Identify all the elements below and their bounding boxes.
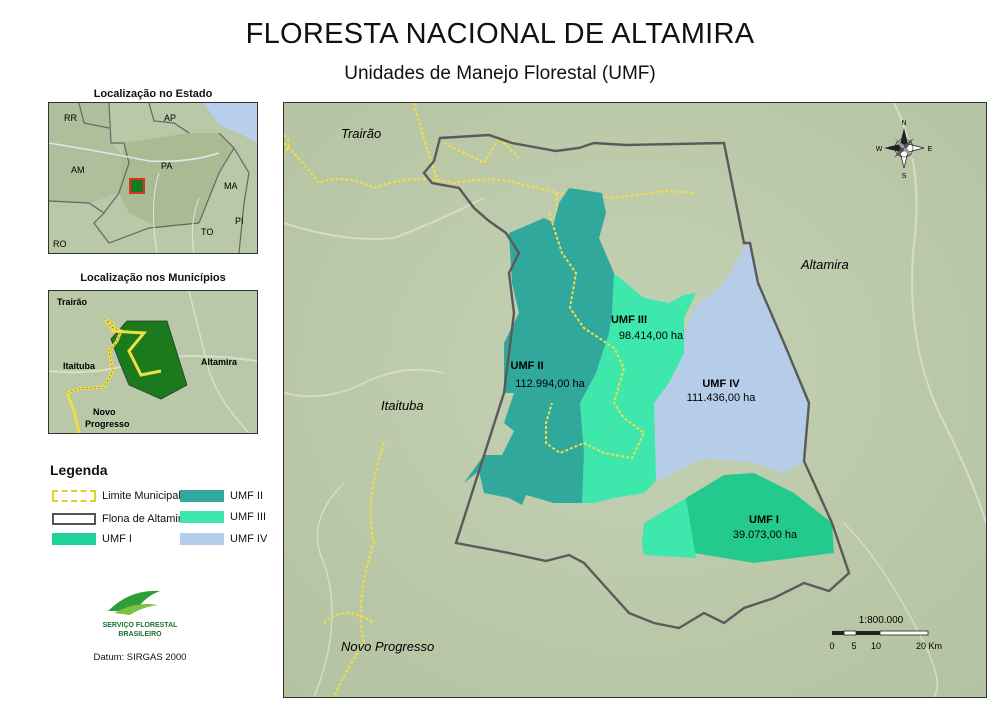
scale-tick: 20 Km <box>916 641 942 651</box>
umf1-light-area <box>642 498 696 558</box>
inset-mun-label: Progresso <box>85 419 130 429</box>
river <box>284 197 485 240</box>
scale-bar: 1:800.000 0 5 10 20 Km <box>829 615 942 651</box>
map-subtitle: Unidades de Manejo Florestal (UMF) <box>344 63 656 84</box>
legend-label: UMF I <box>102 533 132 545</box>
flona-boundary <box>422 133 851 630</box>
umf3-swatch <box>180 511 224 523</box>
umf1-name: UMF I <box>749 514 779 526</box>
umf3-area[interactable] <box>580 273 696 503</box>
compass-n: N <box>901 120 906 127</box>
datum-text: Datum: SIRGAS 2000 <box>93 652 187 663</box>
inset-mun-label: Altamira <box>201 357 238 367</box>
river <box>843 522 939 697</box>
umf2-name: UMF II <box>511 360 544 372</box>
umf2-area-label: 112.994,00 ha <box>515 378 585 390</box>
legend-item-flona: Flona de Altamira <box>52 513 188 525</box>
scale-ratio: 1:800.000 <box>859 615 904 626</box>
legend-label: UMF III <box>230 511 267 523</box>
legend-label: UMF IV <box>230 533 268 545</box>
umf4-swatch <box>180 533 224 545</box>
inset-state-label: RR <box>64 113 77 123</box>
limite-swatch <box>52 490 96 502</box>
umf3-name: UMF III <box>611 314 647 326</box>
logo-line2: BRASILEIRO <box>118 631 162 638</box>
umf3-area-label: 98.414,00 ha <box>619 330 684 342</box>
compass-w: W <box>876 146 883 153</box>
umf1-swatch <box>52 533 96 545</box>
sfb-logo: SERVIÇO FLORESTAL BRASILEIRO <box>100 585 180 641</box>
inset-state-label: PI <box>235 216 244 226</box>
river <box>313 482 345 697</box>
inset-mun-label: Itaituba <box>63 361 96 371</box>
inset-municipios-title: Localização nos Municípios <box>80 272 226 284</box>
inset-state-title: Localização no Estado <box>93 88 213 100</box>
inset-state-label: AM <box>71 165 85 175</box>
umf1-area-label: 39.073,00 ha <box>733 529 798 541</box>
inset-mun-label: Novo <box>93 407 116 417</box>
municipality-label: Trairão <box>341 126 381 141</box>
river <box>893 103 986 524</box>
umf-polygons <box>464 188 834 563</box>
umf4-area[interactable] <box>654 243 809 481</box>
legend-item-limite: Limite Municipal <box>52 490 181 502</box>
municipality-label: Altamira <box>800 257 849 272</box>
flona-swatch <box>52 513 96 525</box>
scale-tick: 10 <box>871 641 881 651</box>
legend-label: Flona de Altamira <box>102 513 188 525</box>
legend-title: Legenda <box>50 462 108 478</box>
inset-mun-label: Trairão <box>57 297 88 307</box>
legend-label: Limite Municipal <box>102 490 181 502</box>
inset-state-label: TO <box>201 227 213 237</box>
umf4-name: UMF IV <box>702 378 740 390</box>
inset-state-label: MA <box>224 181 238 191</box>
inset-state-label: PA <box>161 161 172 171</box>
legend-label: UMF II <box>230 490 263 502</box>
umf4-area-label: 111.436,00 ha <box>687 392 757 404</box>
inset-state-map: RR AP AM PA MA TO PI RO <box>48 102 258 254</box>
legend-item-umf1: UMF I <box>52 533 132 545</box>
legend-item-umf3: UMF III <box>180 511 266 523</box>
river <box>284 368 445 398</box>
municipal-limit-inner <box>545 212 646 460</box>
scale-tick: 5 <box>851 641 856 651</box>
logo-line1: SERVIÇO FLORESTAL <box>103 622 179 629</box>
scale-tick: 0 <box>829 641 834 651</box>
compass-s: S <box>902 173 907 180</box>
municipality-label: Itaituba <box>381 398 424 413</box>
municipality-label: Novo Progresso <box>341 639 434 654</box>
inset-municipios-map: Trairão Itaituba Altamira Novo Progresso <box>48 290 258 434</box>
inset-state-label: AP <box>164 113 176 123</box>
compass-e: E <box>928 146 933 153</box>
main-map: UMF II 112.994,00 ha UMF III 98.414,00 h… <box>283 102 987 698</box>
umf2-area[interactable] <box>464 188 614 505</box>
umf2-swatch <box>180 490 224 502</box>
legend-item-umf2: UMF II <box>180 490 263 502</box>
inset-state-label: RO <box>53 239 67 249</box>
compass-rose: N S E W <box>876 120 933 180</box>
map-title: FLORESTA NACIONAL DE ALTAMIRA <box>245 18 755 50</box>
legend-item-umf4: UMF IV <box>180 533 267 545</box>
